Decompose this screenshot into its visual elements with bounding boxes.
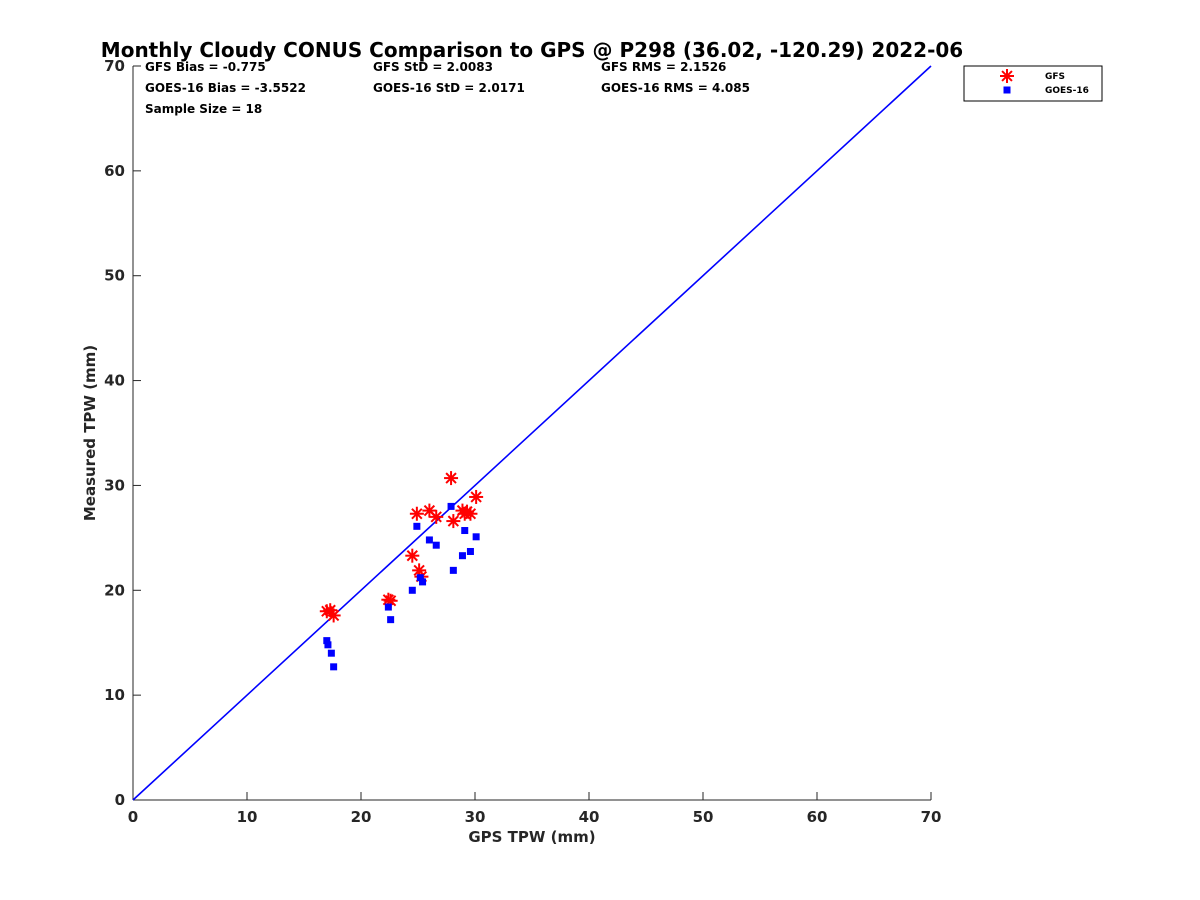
goes16-point [461, 527, 469, 535]
legend-label-gfs: GFS [1045, 72, 1065, 82]
x-axis-ticks: 0 10 20 30 40 50 60 70 [128, 792, 942, 826]
stat-gfs-bias: GFS Bias = -0.775 [145, 60, 266, 74]
goes16-point [327, 649, 335, 657]
gfs-point [409, 506, 424, 521]
gfs-point [422, 503, 437, 518]
y-tick-label: 30 [104, 476, 125, 494]
goes16-point [425, 536, 433, 544]
x-tick-label: 60 [807, 808, 828, 826]
legend: GFS GOES-16 [963, 65, 1103, 102]
chart-title: Monthly Cloudy CONUS Comparison to GPS @… [101, 38, 963, 62]
y-tick-label: 10 [104, 686, 125, 704]
goes16-point [416, 574, 424, 582]
stat-goes-rms: GOES-16 RMS = 4.085 [601, 81, 750, 95]
gfs-point [469, 489, 484, 504]
legend-goes16-symbol [1003, 86, 1011, 94]
x-tick-label: 50 [693, 808, 714, 826]
goes16-point [323, 637, 331, 645]
x-tick-label: 0 [128, 808, 138, 826]
plot-axes [132, 66, 931, 801]
goes16-point [432, 541, 440, 549]
stat-goes-std: GOES-16 StD = 2.0171 [373, 81, 525, 95]
stat-gfs-rms: GFS RMS = 2.1526 [601, 60, 726, 74]
x-tick-label: 30 [465, 808, 486, 826]
gfs-point [444, 471, 459, 486]
goes16-point [413, 522, 421, 530]
y-tick-label: 20 [104, 581, 125, 599]
x-axis-label: GPS TPW (mm) [468, 828, 595, 846]
gfs-point [429, 509, 444, 524]
goes16-point [330, 663, 338, 671]
goes16-point [466, 547, 474, 555]
y-tick-label: 60 [104, 162, 125, 180]
x-tick-label: 70 [921, 808, 942, 826]
goes16-point [447, 502, 455, 510]
y-axis-label: Measured TPW (mm) [81, 345, 99, 521]
legend-marker-goes16 [1003, 86, 1011, 94]
stat-sample-size: Sample Size = 18 [145, 102, 262, 116]
legend-marker-gfs [1000, 69, 1014, 83]
gfs-point [405, 548, 420, 563]
y-tick-label: 40 [104, 372, 125, 390]
goes16-point [387, 616, 395, 624]
x-tick-label: 40 [579, 808, 600, 826]
goes16-point [449, 566, 457, 574]
y-tick-label: 50 [104, 267, 125, 285]
gfs-point [412, 563, 427, 578]
series-goes16 [323, 502, 480, 671]
goes16-point [384, 603, 392, 611]
goes16-point [458, 552, 466, 560]
y-axis-ticks: 0 10 20 30 40 50 60 70 [104, 57, 141, 809]
goes16-point [408, 586, 416, 594]
y-tick-label: 70 [104, 57, 125, 75]
reference-line-group [132, 65, 932, 801]
gfs-point [326, 608, 341, 623]
gfs-point [446, 514, 461, 529]
legend-gfs-symbol [1000, 69, 1014, 83]
reference-line [132, 65, 932, 801]
stat-goes-bias: GOES-16 Bias = -3.5522 [145, 81, 306, 95]
y-tick-label: 0 [115, 791, 125, 809]
series-gfs [319, 471, 484, 623]
stats-block: GFS Bias = -0.775 GFS StD = 2.0083 GFS R… [145, 60, 750, 116]
x-tick-label: 20 [351, 808, 372, 826]
gfs-point [463, 506, 478, 521]
legend-label-goes16: GOES-16 [1045, 86, 1089, 96]
goes16-point [472, 533, 480, 541]
legend-box [963, 65, 1103, 102]
goes16-point [324, 641, 332, 649]
x-tick-label: 10 [237, 808, 258, 826]
stat-gfs-std: GFS StD = 2.0083 [373, 60, 493, 74]
goes16-point [419, 578, 427, 586]
